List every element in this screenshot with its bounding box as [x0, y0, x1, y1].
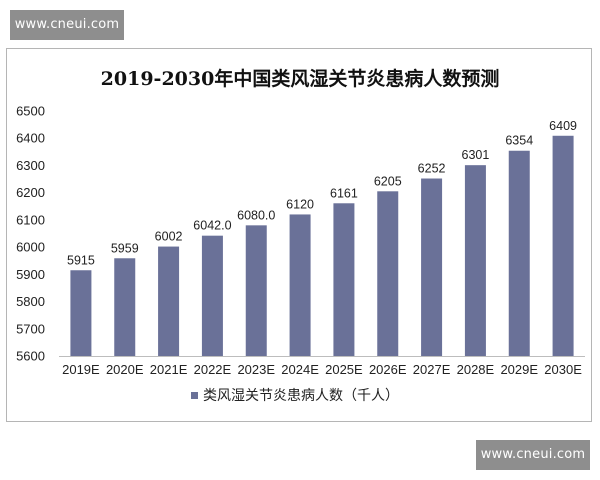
y-tick-label: 6000	[16, 240, 45, 255]
y-tick-label: 5900	[16, 267, 45, 282]
data-label-2030E: 6409	[549, 119, 577, 133]
bar-2028E	[464, 165, 486, 356]
x-tick-label: 2023E	[237, 362, 275, 377]
x-tick-label: 2027E	[413, 362, 451, 377]
bar-2024E	[289, 214, 311, 356]
watermark-top: www.cneui.com	[10, 10, 124, 40]
bar-2027E	[421, 178, 443, 356]
data-label-2027E: 6252	[418, 162, 446, 176]
y-axis: 5600 5700 5800 5900 6000 6100 6200 6300 6400 6500	[16, 104, 45, 364]
data-label-2020E: 5959	[111, 241, 139, 255]
legend-swatch	[191, 392, 198, 399]
chart-title: 2019-2030年中国类风湿关节炎患病人数预测	[101, 67, 500, 90]
bar-2025E	[333, 203, 355, 356]
watermark-bottom: www.cneui.com	[476, 440, 590, 470]
y-tick-label: 5600	[16, 349, 45, 364]
x-tick-label: 2025E	[325, 362, 363, 377]
x-tick-label: 2021E	[150, 362, 188, 377]
bar-2030E	[552, 135, 574, 356]
data-label-2023E: 6080.0	[237, 208, 275, 222]
data-label-2024E: 6120	[286, 197, 314, 211]
y-tick-label: 6200	[16, 185, 45, 200]
legend: 类风湿关节炎患病人数（千人）	[191, 388, 399, 404]
y-tick-label: 6100	[16, 212, 45, 227]
data-label-2028E: 6301	[462, 148, 490, 162]
x-axis: 2019E 2020E 2021E 2022E 2023E 2024E 2025E 2026E…	[59, 356, 585, 377]
data-label-2025E: 6161	[330, 186, 358, 200]
bar-2022E	[201, 235, 223, 356]
y-tick-label: 5700	[16, 321, 45, 336]
bar-2023E	[245, 225, 267, 356]
x-tick-label: 2020E	[106, 362, 144, 377]
x-tick-label: 2030E	[544, 362, 582, 377]
x-tick-label: 2028E	[457, 362, 495, 377]
data-label-2019E: 5915	[67, 253, 95, 267]
y-tick-label: 6400	[16, 131, 45, 146]
y-tick-label: 5800	[16, 294, 45, 309]
bars: 5915 5959 6002 6042.0 6080.0 6120 6161 6205 6252…	[67, 119, 577, 356]
data-label-2029E: 6354	[505, 134, 533, 148]
bar-2021E	[158, 246, 180, 356]
bar-2019E	[70, 270, 92, 356]
x-tick-label: 2019E	[62, 362, 100, 377]
x-tick-label: 2029E	[500, 362, 538, 377]
bar-chart: 2019-2030年中国类风湿关节炎患病人数预测 5600 5700 5800 590…	[16, 67, 585, 404]
y-tick-label: 6500	[16, 104, 45, 119]
data-label-2021E: 6002	[155, 230, 183, 244]
data-label-2022E: 6042.0	[193, 219, 231, 233]
y-tick-label: 6300	[16, 158, 45, 173]
x-tick-label: 2024E	[281, 362, 319, 377]
bar-2020E	[114, 258, 136, 356]
x-tick-label: 2022E	[194, 362, 232, 377]
legend-label: 类风湿关节炎患病人数（千人）	[203, 388, 399, 404]
x-tick-label: 2026E	[369, 362, 407, 377]
bar-2026E	[377, 191, 399, 356]
bar-2029E	[508, 150, 530, 356]
chart-frame: 2019-2030年中国类风湿关节炎患病人数预测 5600 5700 5800 590…	[6, 48, 592, 422]
data-label-2026E: 6205	[374, 174, 402, 188]
